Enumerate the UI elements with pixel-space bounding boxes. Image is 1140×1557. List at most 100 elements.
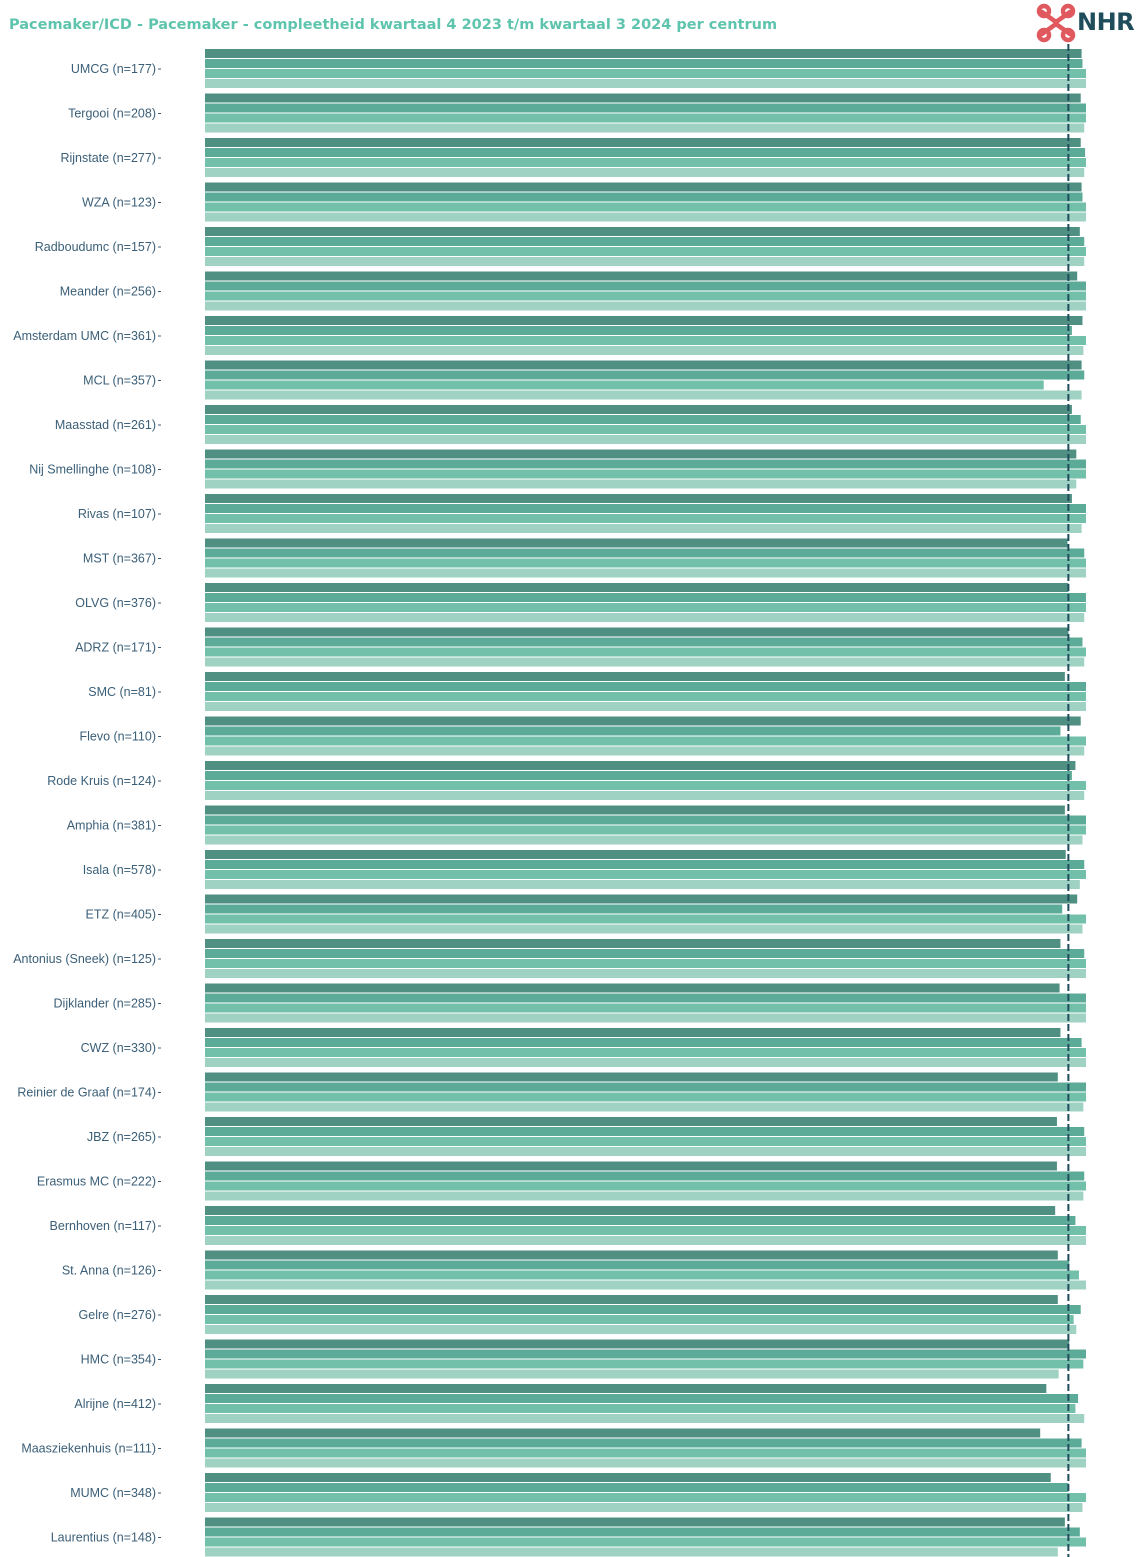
- bar: [205, 815, 1086, 825]
- bar: [205, 1072, 1058, 1082]
- bar: [205, 702, 1086, 711]
- bar: [205, 1349, 1086, 1359]
- bar: [205, 558, 1086, 568]
- bar: [205, 415, 1081, 424]
- category-label: Nij Smellinghe (n=108): [29, 463, 156, 477]
- bar: [205, 469, 1086, 479]
- category-label: SMC (n=81): [88, 685, 156, 699]
- bar: [205, 1102, 1084, 1112]
- bar: [205, 1359, 1084, 1369]
- bar: [205, 1280, 1086, 1290]
- bar: [205, 860, 1085, 869]
- nhr-cross-logo-icon: [1036, 3, 1076, 43]
- bar: [205, 1127, 1085, 1136]
- bar: [205, 1517, 1065, 1527]
- bar: [205, 148, 1086, 157]
- category-label: Meander (n=256): [60, 285, 156, 299]
- bar: [205, 390, 1082, 400]
- category-label: Amsterdam UMC (n=361): [13, 329, 156, 343]
- bar: [205, 524, 1082, 533]
- bar: [205, 613, 1085, 622]
- category-label: Bernhoven (n=117): [50, 1219, 156, 1233]
- bar: [205, 603, 1086, 612]
- bar: [205, 593, 1086, 602]
- bar: [205, 835, 1083, 845]
- bar: [205, 1369, 1059, 1379]
- bar: [205, 850, 1066, 859]
- bar: [205, 914, 1086, 924]
- bar: [205, 271, 1078, 281]
- category-label: Maasstad (n=261): [55, 418, 156, 432]
- bar: [205, 113, 1086, 123]
- bar: [205, 1226, 1086, 1235]
- bar: [205, 726, 1061, 736]
- bar: [205, 1339, 1070, 1349]
- bar: [205, 514, 1086, 523]
- bar: [205, 192, 1083, 202]
- category-label: Antonius (Sneek) (n=125): [13, 952, 156, 966]
- bar: [205, 247, 1086, 256]
- bar: [205, 59, 1083, 68]
- bar: [205, 360, 1082, 370]
- bar: [205, 761, 1076, 770]
- bar: [205, 1493, 1086, 1502]
- bar: [205, 123, 1085, 133]
- bar: [205, 494, 1072, 503]
- bar: [205, 405, 1072, 414]
- bar: [205, 69, 1086, 78]
- bar: [205, 746, 1085, 756]
- bar: [205, 1181, 1086, 1191]
- bar: [205, 1250, 1058, 1260]
- bar: [205, 993, 1086, 1003]
- bar: [205, 1428, 1041, 1438]
- category-label: HMC (n=354): [81, 1353, 156, 1367]
- category-label: Radboudumc (n=157): [35, 240, 156, 254]
- bar: [205, 657, 1085, 667]
- bar: [205, 1503, 1083, 1512]
- bar: [205, 346, 1084, 355]
- bar: [205, 1092, 1086, 1102]
- category-label: OLVG (n=376): [75, 596, 156, 610]
- bar: [205, 1315, 1074, 1324]
- category-label: WZA (n=123): [82, 196, 156, 210]
- bar: [205, 1216, 1076, 1225]
- bar: [205, 202, 1086, 212]
- category-label: Tergooi (n=208): [68, 107, 156, 121]
- bar: [205, 1260, 1070, 1270]
- category-label: Gelre (n=276): [79, 1308, 156, 1322]
- category-label: MST (n=367): [83, 552, 156, 566]
- bar: [205, 1206, 1056, 1215]
- bar: [205, 168, 1085, 177]
- bar: [205, 380, 1044, 390]
- bar: [205, 1038, 1082, 1047]
- bar: [205, 969, 1086, 978]
- bar: [205, 1161, 1057, 1171]
- category-label: Isala (n=578): [83, 863, 156, 877]
- bar: [205, 805, 1065, 815]
- bar: [205, 138, 1081, 147]
- bar: [205, 459, 1086, 469]
- bar: [205, 1003, 1086, 1013]
- category-label: MCL (n=357): [83, 374, 156, 388]
- bar: [205, 1394, 1079, 1403]
- bar: [205, 716, 1081, 726]
- bar: [205, 825, 1086, 835]
- category-label: CWZ (n=330): [81, 1041, 156, 1055]
- bar: [205, 1048, 1086, 1057]
- bar: [205, 1527, 1080, 1537]
- bar: [205, 1117, 1057, 1126]
- bar: [205, 1483, 1069, 1492]
- category-label: Rijnstate (n=277): [60, 151, 156, 165]
- category-label: MUMC (n=348): [70, 1486, 156, 1500]
- bar: [205, 949, 1085, 958]
- bar: [205, 291, 1086, 301]
- bar: [205, 1082, 1086, 1092]
- category-label: Rode Kruis (n=124): [47, 774, 156, 788]
- bar: [205, 924, 1083, 934]
- bar: [205, 870, 1086, 879]
- bar: [205, 79, 1086, 88]
- category-label: ETZ (n=405): [85, 908, 156, 922]
- category-label: Flevo (n=110): [79, 730, 156, 744]
- bar: [205, 1414, 1085, 1423]
- nhr-logo: NHR: [1036, 3, 1136, 43]
